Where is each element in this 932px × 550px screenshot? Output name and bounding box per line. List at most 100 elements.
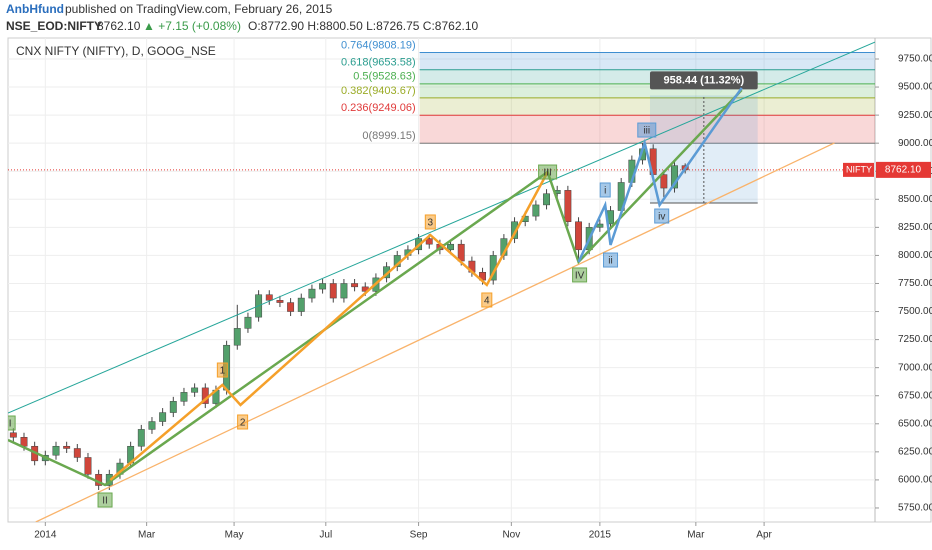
x-tick-label: 2014 xyxy=(34,530,57,541)
y-tick-label: 6750.00 xyxy=(898,390,932,401)
y-tick-label: 7250.00 xyxy=(898,334,932,345)
chart-title: CNX NIFTY (NIFTY), D, GOOG_NSE xyxy=(16,44,216,58)
last-price-name-bg xyxy=(843,162,874,177)
trend-line xyxy=(35,142,835,522)
fib-label: 0.5(9528.63) xyxy=(353,71,415,83)
header-author[interactable]: AnbHfund xyxy=(6,2,64,16)
fib-band xyxy=(419,69,875,84)
wave-label: II xyxy=(102,496,108,507)
candle-body xyxy=(297,297,305,312)
candle-body xyxy=(73,448,81,458)
x-tick-label: Apr xyxy=(756,530,772,541)
candle-body xyxy=(425,238,433,245)
header-symbol: NSE_EOD:NIFTY xyxy=(6,19,102,33)
x-tick-label: Sep xyxy=(410,530,428,541)
wave-label-box xyxy=(481,292,493,308)
x-tick-label: May xyxy=(225,530,244,541)
last-price-tag xyxy=(876,161,931,178)
candle-body xyxy=(564,190,572,222)
wave-label: 2 xyxy=(240,418,246,429)
candle-body xyxy=(63,445,71,449)
wave-label-box xyxy=(8,415,16,431)
wave-label: iii xyxy=(643,126,650,137)
candle-body xyxy=(532,204,540,217)
measure-label-bg xyxy=(649,71,758,90)
y-tick-label: 8500.00 xyxy=(898,194,932,205)
last-price-name: NIFTY xyxy=(846,164,872,174)
candle-body xyxy=(276,300,284,303)
candle-body xyxy=(511,221,518,239)
x-tick-label: Mar xyxy=(138,530,156,541)
candle-body xyxy=(20,437,28,447)
wave-label: ii xyxy=(608,256,612,267)
candle-body xyxy=(308,288,316,299)
candle-body xyxy=(457,243,465,262)
y-tick-label: 5750.00 xyxy=(898,503,932,514)
fib-band xyxy=(419,83,875,98)
fib-band xyxy=(419,52,875,70)
candle-body xyxy=(52,445,60,456)
y-tick-label: 7500.00 xyxy=(898,306,932,317)
y-tick-label: 7000.00 xyxy=(898,362,932,373)
candle-body xyxy=(233,328,241,346)
candle-body xyxy=(329,283,337,299)
wave-label: IV xyxy=(575,271,585,282)
x-tick-label: 2015 xyxy=(589,530,612,541)
candle-body xyxy=(287,302,295,312)
fib-label: 0.236(9249.06) xyxy=(341,102,416,114)
candle-body xyxy=(9,432,17,438)
candle-body xyxy=(191,387,199,393)
candle-body xyxy=(671,165,678,189)
candle-body xyxy=(319,283,327,290)
candle-body xyxy=(543,193,550,206)
candle-body xyxy=(169,401,177,413)
wave-label-box xyxy=(572,267,588,283)
wave-label: i xyxy=(604,186,606,197)
y-tick-label: 9250.00 xyxy=(898,110,932,121)
y-tick-label: 6250.00 xyxy=(898,446,932,457)
candle-body xyxy=(340,283,348,299)
y-tick-label: 7750.00 xyxy=(898,278,932,289)
header-change: ▲ +7.15 (+0.08%) xyxy=(143,19,241,33)
axes: 5750.00 6000.00 6250.00 6500.00 6750.00 7000.… xyxy=(34,39,932,540)
y-tick-label: 9500.00 xyxy=(898,82,932,93)
candle-body xyxy=(244,316,252,329)
wave-label-box xyxy=(637,122,657,138)
fib-label: 0.382(9403.67) xyxy=(341,85,416,97)
wave-label-box xyxy=(237,414,249,430)
candle-body xyxy=(265,294,273,301)
fib-label: 0(8999.15) xyxy=(362,130,415,142)
wave-label: iv xyxy=(658,212,665,223)
candle-body xyxy=(137,429,145,447)
y-tick-label: 8000.00 xyxy=(898,250,932,261)
wave-label-box xyxy=(654,208,670,224)
x-tick-label: Mar xyxy=(687,530,705,541)
candle-body xyxy=(180,392,188,402)
trend-line xyxy=(577,87,743,263)
candle-body xyxy=(148,421,156,430)
wave-label: I xyxy=(9,419,12,430)
y-tick-label: 8250.00 xyxy=(898,222,932,233)
candle-body xyxy=(159,412,167,422)
wave-label-box xyxy=(603,252,619,268)
candle-body xyxy=(351,283,359,288)
measure-label: 958.44 (11.32%) xyxy=(663,74,744,86)
wave-label-box xyxy=(599,182,611,198)
candle-body xyxy=(447,243,455,251)
x-tick-label: Nov xyxy=(502,530,520,541)
header-published: published on TradingView.com, February 2… xyxy=(65,2,333,16)
y-tick-label: 6500.00 xyxy=(898,418,932,429)
trend-line xyxy=(109,171,549,481)
y-tick-label: 9000.00 xyxy=(898,138,932,149)
wave-label-box xyxy=(216,362,228,378)
wave-label: 3 xyxy=(428,218,434,229)
fib-label: 0.618(9653.58) xyxy=(341,57,416,69)
y-tick-label: 9750.00 xyxy=(898,54,932,65)
wave-label: III xyxy=(543,168,551,179)
fib-band xyxy=(419,97,875,116)
x-tick-label: Jul xyxy=(319,530,332,541)
y-tick-label: 6000.00 xyxy=(898,475,932,486)
candle-body xyxy=(660,174,668,189)
